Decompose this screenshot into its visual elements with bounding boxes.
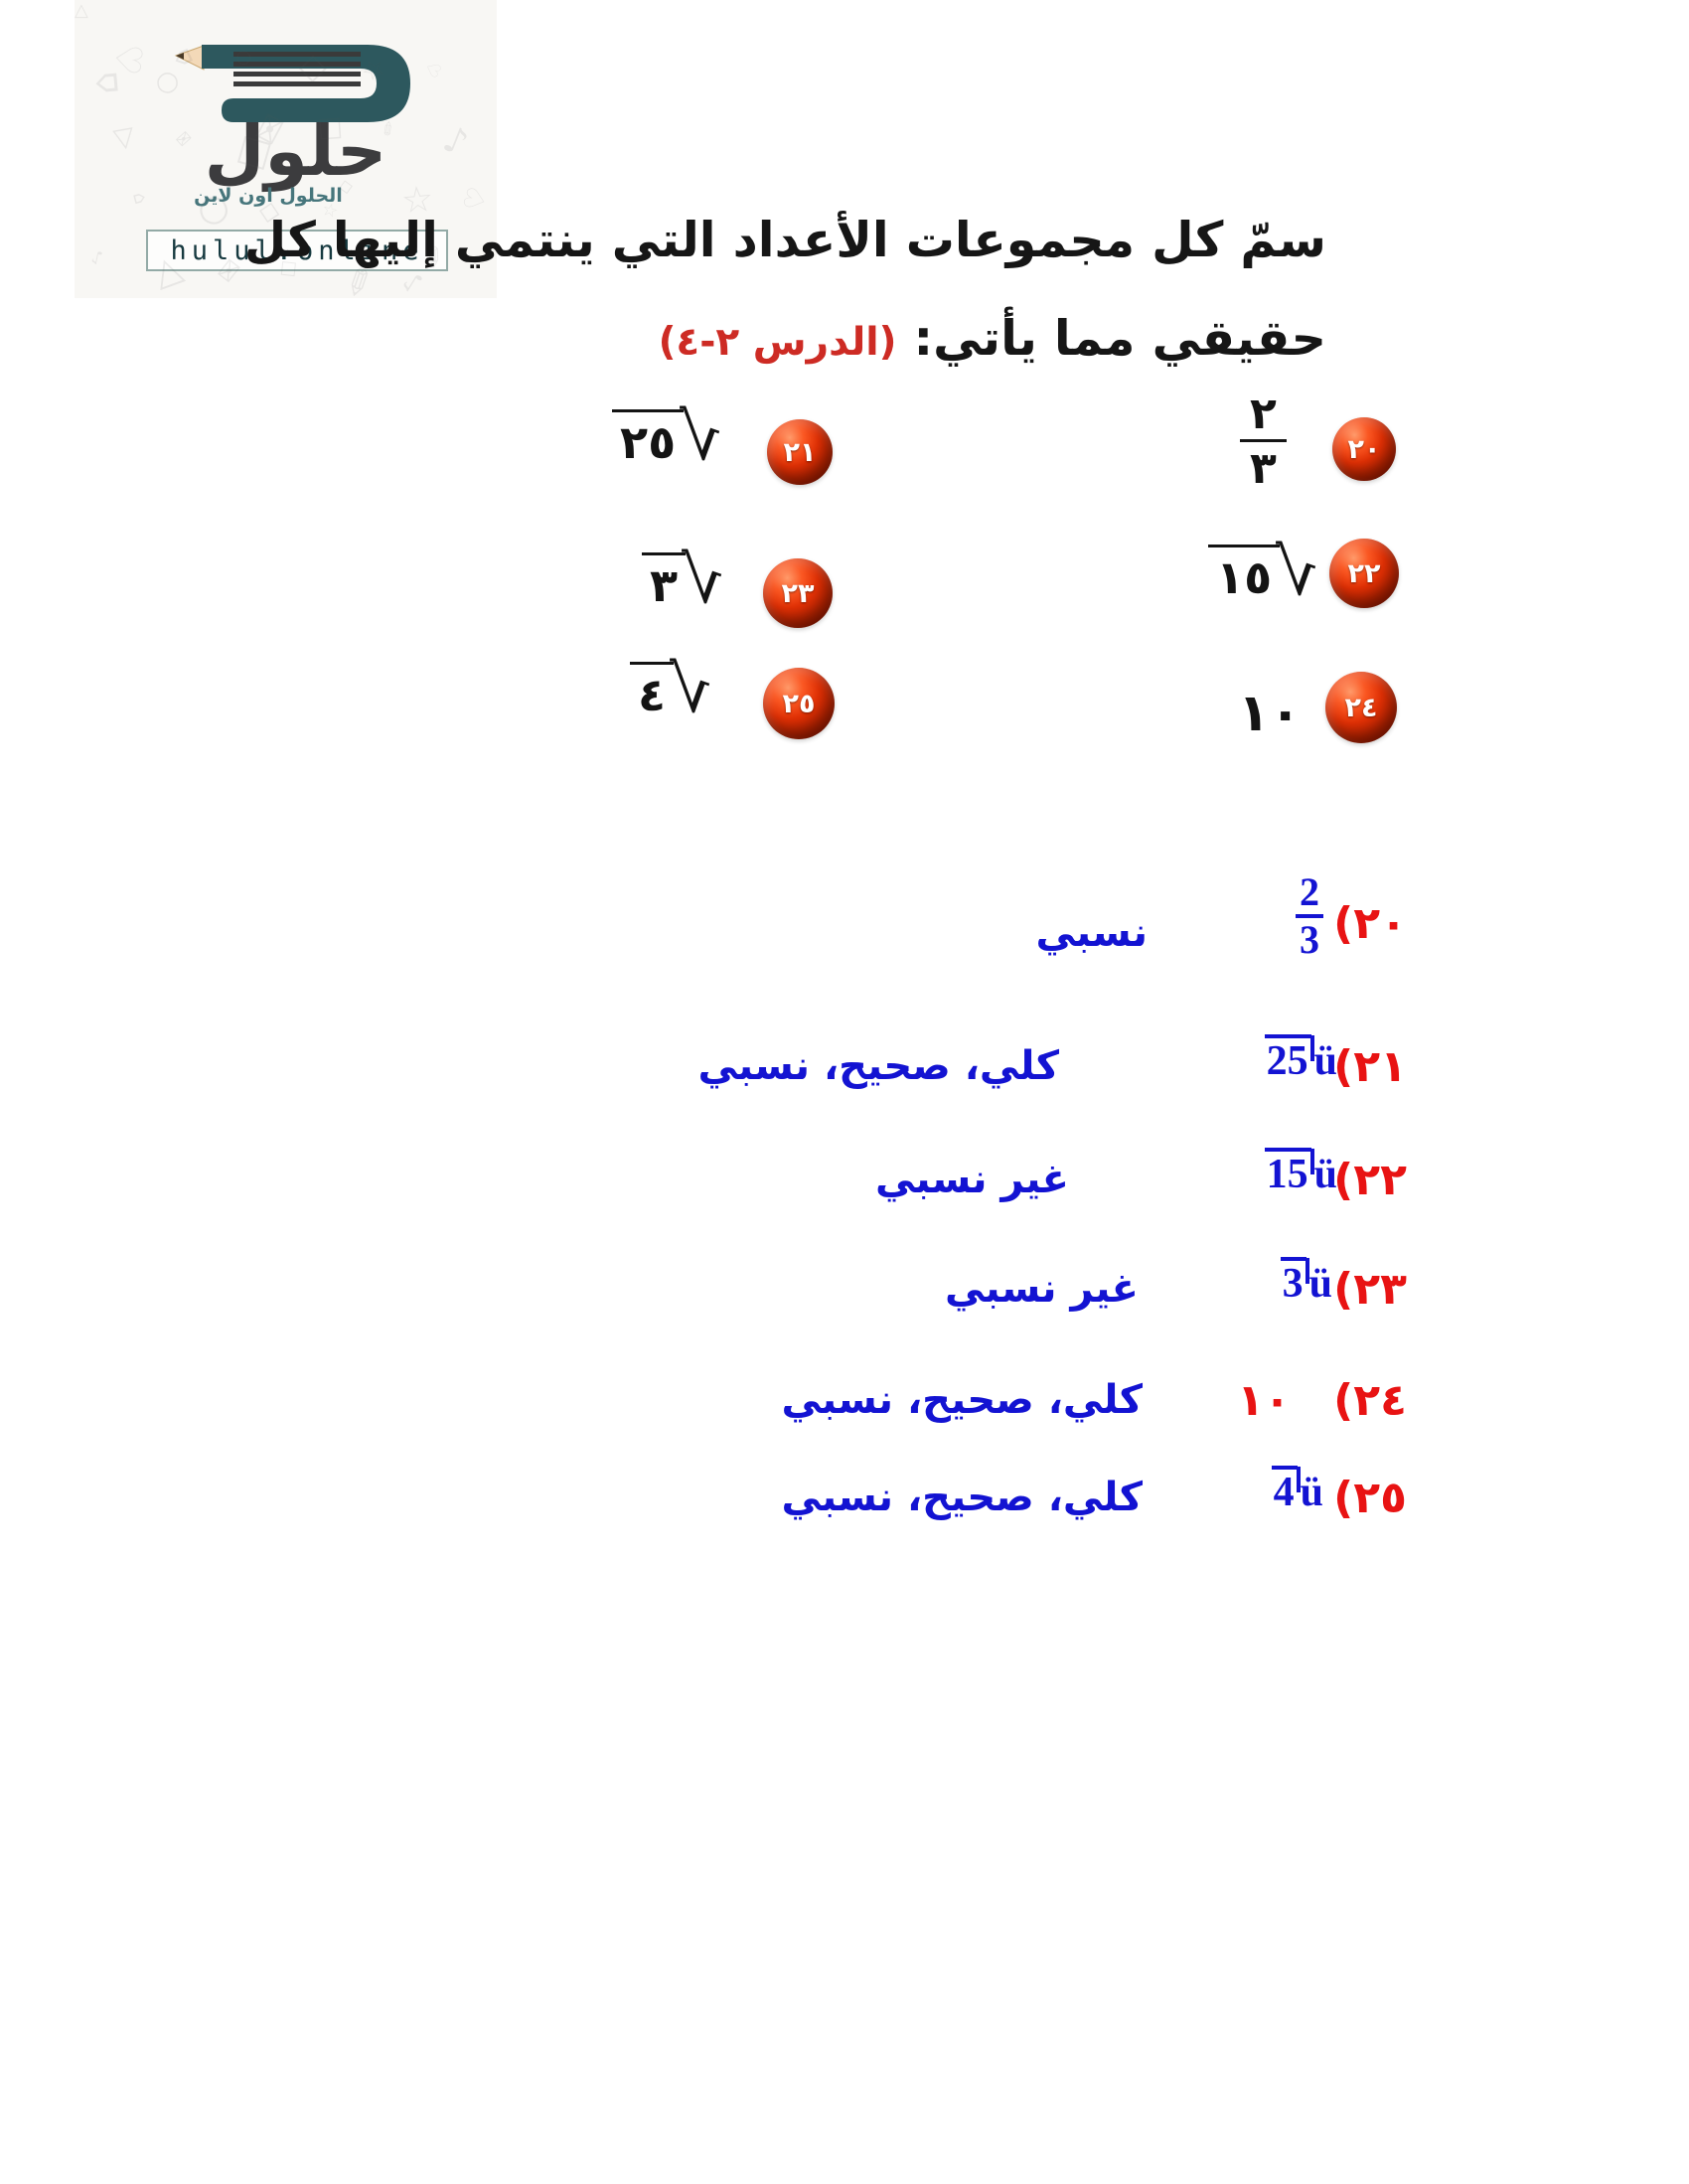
radicand: ٣ [642, 552, 687, 611]
radical-u-glyph: ü [1300, 1470, 1323, 1515]
answer-21-label: (٢١ [1333, 1041, 1407, 1092]
pencil-book-logo-icon [174, 45, 410, 122]
problem-21-bullet: ٢١ [767, 419, 833, 485]
problem-20-value: ٢ ٣ [1240, 390, 1287, 494]
problem-24-value: ١٠ [1238, 684, 1302, 743]
answer-row-22: 15 ü (٢٢ غير نسبي [0, 1145, 1689, 1254]
radical-corner-icon [1309, 1149, 1314, 1174]
radical-u-glyph: ü [1308, 1261, 1332, 1307]
answer-24-value: ١٠ [1237, 1375, 1291, 1426]
doodle-icon: ♪ [437, 118, 474, 165]
answer-25-label: (٢٥ [1333, 1473, 1407, 1523]
answer-22-text: غير نسبي [875, 1157, 1069, 1202]
answer-row-24: ١٠ (٢٤ كلي، صحيح، نسبي [0, 1365, 1689, 1475]
answer-24-text: كلي، صحيح، نسبي [781, 1377, 1143, 1423]
radical-u-glyph: ü [1313, 1038, 1337, 1084]
answer-21-text: كلي، صحيح، نسبي [697, 1043, 1059, 1089]
radical-sign-icon: √ [1276, 534, 1318, 610]
fraction-denominator: 3 [1296, 914, 1323, 962]
brand-tagline: الحلول اون لاين [194, 185, 343, 207]
problem-21-number: ٢١ [783, 436, 817, 468]
radicand: ٤ [630, 662, 675, 720]
answer-21-value: 25 ü [1264, 1034, 1337, 1085]
question-line-2: حقيقي مما يأتي: (الدرس ٢-٤) [472, 289, 1326, 391]
doodle-icon: ♪ [88, 245, 105, 268]
problem-22-value: ١٥ √ [1208, 534, 1318, 610]
doodle-icon: ⌂ [84, 70, 127, 96]
answer-22-label: (٢٢ [1333, 1155, 1407, 1205]
problem-25-bullet: ٢٥ [763, 668, 835, 739]
answer-row-20: 2 3 (٢٠ نسبي [0, 870, 1689, 984]
answer-20-label: (٢٠ [1333, 898, 1407, 949]
radical-sign-icon: √ [670, 651, 712, 727]
radical-corner-icon [1296, 1467, 1301, 1492]
problem-22-number: ٢٢ [1347, 557, 1381, 589]
radicand: 3 [1280, 1257, 1306, 1307]
answer-24-label: (٢٤ [1333, 1375, 1407, 1426]
radicand: ١٥ [1208, 545, 1281, 603]
problem-23-bullet: ٢٣ [763, 558, 833, 628]
lesson-reference-tag: (الدرس ٢-٤) [658, 320, 897, 365]
problem-23-value: ٣ √ [642, 542, 724, 618]
problem-24-bullet: ٢٤ [1325, 672, 1397, 743]
radicand: 4 [1271, 1466, 1298, 1515]
problem-24-number: ٢٤ [1344, 692, 1378, 723]
doodle-icon: ♡ [419, 57, 446, 81]
answer-25-text: كلي، صحيح، نسبي [781, 1475, 1143, 1520]
radicand: ٢٥ [612, 409, 685, 468]
answer-row-21: 25 ü (٢١ كلي، صحيح، نسبي [0, 1031, 1689, 1141]
fraction-numerator: 2 [1300, 869, 1319, 914]
radical-corner-icon [1309, 1035, 1314, 1061]
answer-20-text: نسبي [1035, 910, 1148, 956]
problem-20-number: ٢٠ [1347, 433, 1381, 465]
problem-23-number: ٢٣ [781, 577, 815, 609]
problem-21-value: ٢٥ √ [612, 398, 722, 475]
answer-23-text: غير نسبي [945, 1266, 1139, 1312]
brand-wordmark: حلول [204, 110, 387, 192]
radical-sign-icon: √ [680, 398, 722, 475]
radicand: 25 [1264, 1034, 1311, 1084]
hulul-logo-block: حلول الحلول اون لاين hulul.online △△△○○○… [75, 0, 497, 298]
problem-25-number: ٢٥ [782, 688, 816, 719]
radical-u-glyph: ü [1313, 1152, 1337, 1197]
doodle-icon: △ [75, 0, 88, 21]
problem-20-bullet: ٢٠ [1332, 417, 1396, 481]
doodle-icon: ⌂ [128, 190, 152, 207]
answer-22-value: 15 ü [1264, 1148, 1337, 1198]
question-line-1: سمّ كل مجموعات الأعداد التي ينتمي إليها … [243, 212, 1326, 268]
doodle-icon: ♡ [104, 40, 150, 78]
question-line-2-text: حقيقي مما يأتي: [913, 310, 1327, 367]
answer-20-value: 2 3 [1296, 870, 1323, 962]
fraction-denominator: ٣ [1240, 439, 1287, 494]
radical-corner-icon [1305, 1258, 1309, 1284]
radicand: 15 [1264, 1148, 1311, 1197]
problem-22-bullet: ٢٢ [1329, 539, 1399, 608]
radical-sign-icon: √ [682, 542, 724, 618]
doodle-icon: △ [111, 123, 138, 158]
fraction-numerator: ٢ [1250, 389, 1277, 439]
answer-23-label: (٢٣ [1333, 1264, 1407, 1315]
problem-25-value: ٤ √ [630, 651, 712, 727]
question-block: سمّ كل مجموعات الأعداد التي ينتمي إليها … [243, 191, 1326, 391]
website-url-box: hulul.online [146, 230, 448, 271]
